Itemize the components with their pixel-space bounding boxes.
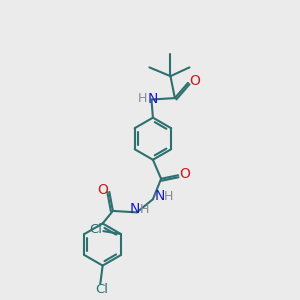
Text: N: N <box>148 92 158 106</box>
Text: O: O <box>179 167 190 181</box>
Text: O: O <box>189 74 200 88</box>
Text: Cl: Cl <box>95 283 108 296</box>
Text: N: N <box>154 189 165 203</box>
Text: H: H <box>138 92 147 105</box>
Text: H: H <box>164 190 173 203</box>
Text: O: O <box>98 184 108 197</box>
Text: N: N <box>129 202 140 217</box>
Text: H: H <box>140 203 149 216</box>
Text: Cl: Cl <box>89 223 103 236</box>
